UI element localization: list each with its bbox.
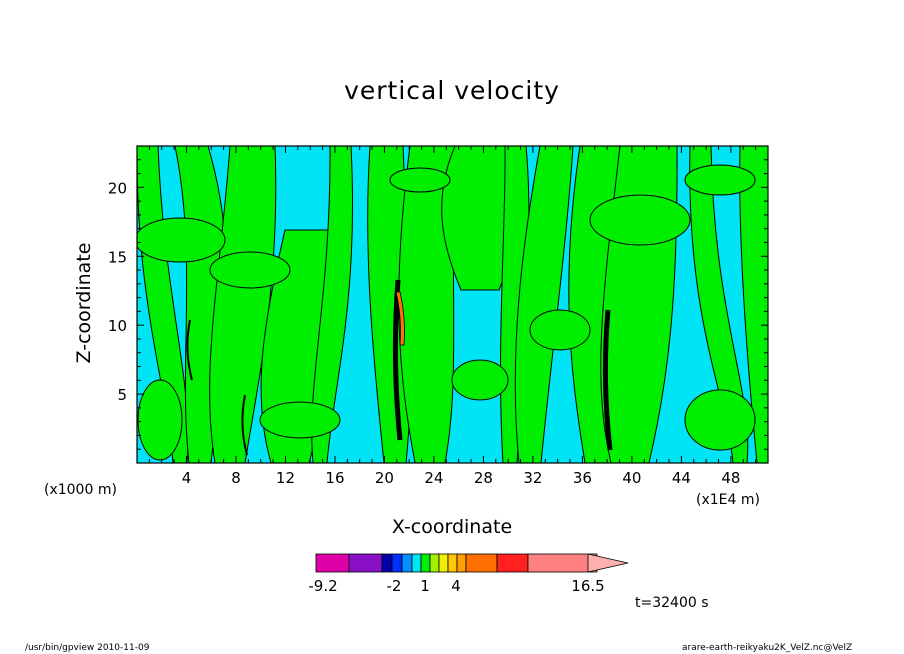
positive-region	[137, 379, 183, 461]
colorbar-bin	[348, 553, 383, 573]
footer-left: /usr/bin/gpview 2010-11-09	[25, 643, 150, 653]
positive-region	[137, 217, 226, 263]
positive-region	[514, 146, 574, 463]
updraft-core	[186, 319, 193, 381]
x-tick-label: 28	[474, 469, 493, 487]
positive-region	[739, 146, 768, 463]
x-tick-label: 20	[375, 469, 394, 487]
y-tick-label: 20	[108, 179, 127, 197]
positive-region	[684, 389, 756, 451]
x-tick-label: 32	[523, 469, 542, 487]
colorbar-bin	[429, 553, 440, 573]
updraft-core	[241, 394, 248, 456]
plot-frame	[136, 145, 769, 464]
x-axis-unit-right: (x1E4 m)	[696, 492, 760, 508]
positive-region	[451, 359, 509, 401]
colorbar-bin	[420, 553, 431, 573]
x-tick-label: 12	[276, 469, 295, 487]
y-tick-label: 5	[117, 386, 127, 404]
x-tick-label: 8	[231, 469, 241, 487]
positive-region	[311, 146, 354, 463]
positive-region	[389, 167, 451, 193]
colorbar-label: -9.2	[308, 577, 337, 595]
colorbar-label: 16.5	[571, 577, 604, 595]
updraft-core	[392, 279, 403, 441]
colorbar-bin	[447, 553, 458, 573]
colorbar-label: 1	[420, 577, 430, 595]
x-tick-label: 40	[622, 469, 641, 487]
colorbar-bin	[381, 553, 393, 573]
footer-right: arare-earth-reikyaku2K_VelZ.nc@VelZ	[682, 643, 853, 653]
positive-region	[529, 309, 591, 351]
y-tick-label: 15	[108, 248, 127, 266]
x-axis-label: X-coordinate	[391, 516, 513, 538]
x-tick-label: 48	[721, 469, 740, 487]
chart-title: vertical velocity	[344, 76, 560, 105]
colorbar-bin	[315, 553, 350, 573]
y-tick-label: 10	[108, 317, 127, 335]
positive-velocity-regions	[137, 146, 768, 463]
x-tick-label: 16	[325, 469, 344, 487]
time-label: t=32400 s	[635, 595, 709, 611]
positive-region	[209, 251, 291, 289]
colorbar-label: 4	[451, 577, 461, 595]
colorbar-bin	[527, 553, 598, 573]
colorbar-bin	[438, 553, 449, 573]
positive-region	[684, 164, 756, 196]
colorbar: -9.2 -2 1 4 16.5	[308, 553, 629, 595]
colorbar-label: -2	[387, 577, 402, 595]
x-tick-label: 36	[573, 469, 592, 487]
x-axis-unit-left: (x1000 m)	[44, 482, 117, 498]
positive-region	[589, 194, 691, 246]
colorbar-bin	[411, 553, 422, 573]
x-tick-label: 44	[672, 469, 691, 487]
colorbar-bin	[391, 553, 403, 573]
x-tick-label: 24	[424, 469, 443, 487]
positive-region	[689, 146, 749, 463]
colorbar-bin	[456, 553, 467, 573]
x-tick-label: 4	[182, 469, 192, 487]
updraft-core	[602, 309, 613, 451]
colorbar-bin	[401, 553, 413, 573]
updraft-core	[395, 291, 405, 346]
positive-region	[441, 146, 513, 291]
colorbar-bin	[496, 553, 529, 573]
positive-region	[259, 401, 341, 439]
colorbar-extend	[587, 553, 629, 573]
colorbar-bin	[465, 553, 498, 573]
